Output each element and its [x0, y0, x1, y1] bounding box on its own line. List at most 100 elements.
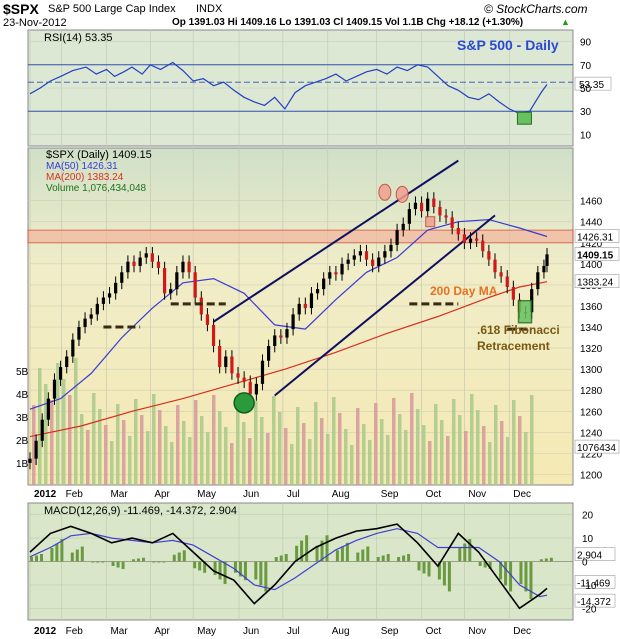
macd-histogram-bar [218, 561, 222, 580]
macd-histogram-bar [544, 558, 548, 562]
macd-histogram-bar [504, 561, 508, 586]
macd-histogram-bar [549, 557, 553, 562]
price-candle [340, 263, 344, 275]
volume-bar [56, 363, 60, 485]
trend-channel [213, 159, 496, 397]
macd-histogram-bar [203, 561, 207, 573]
macd-histogram-bar [243, 561, 247, 581]
price-candle [419, 202, 424, 212]
macd-histogram-bar [40, 554, 43, 562]
price-candle [224, 356, 228, 368]
price-y-tick: 1240 [580, 428, 603, 439]
volume-bar [296, 407, 300, 485]
macd-histogram-bar [335, 550, 339, 562]
price-candle [254, 383, 258, 395]
price-candle [279, 335, 283, 338]
macd-y-tick: 0 [582, 558, 588, 569]
x-tick-label: Nov [468, 489, 486, 500]
macd-x-tick-label: Oct [426, 626, 442, 637]
price-candle [334, 272, 338, 275]
price-y-tick: 1300 [580, 365, 603, 376]
price-candle [163, 268, 167, 294]
volume-bar [110, 441, 114, 485]
volume-tick: 3B [16, 413, 29, 424]
volume-bar [278, 412, 282, 485]
price-candle [132, 261, 136, 266]
volume-bar [374, 403, 378, 485]
volume-bar [422, 425, 426, 485]
rsi-marker-box [516, 111, 532, 125]
macd-y-tick: 20 [582, 511, 594, 522]
volume-bar [38, 368, 42, 485]
volume-bar [260, 417, 264, 485]
volume-bar [482, 426, 486, 485]
x-tick-label: Feb [66, 489, 84, 500]
macd-x-tick-label: Dec [513, 626, 531, 637]
macd-histogram-bar [345, 542, 349, 562]
macd-tag [574, 547, 616, 561]
volume-bar [446, 436, 450, 485]
price-candle [156, 261, 161, 269]
macd-histogram-bar [488, 561, 492, 569]
volume-bar [80, 414, 84, 485]
index-name: S&P 500 Large Cap Index [48, 3, 176, 15]
price-axis-tag-text: 1426.31 [577, 232, 614, 243]
price-candle [358, 251, 362, 256]
macd-histogram-bar [529, 561, 533, 599]
volume-bar [308, 439, 312, 485]
price-candle [193, 272, 197, 298]
resistance-band [27, 229, 574, 244]
volume-bar [380, 419, 384, 485]
macd-histogram-bar [152, 561, 156, 563]
price-candle [481, 240, 485, 252]
price-candle [218, 345, 222, 368]
volume-bar [50, 400, 54, 485]
top-marker-circle [378, 183, 392, 201]
volume-bar [518, 416, 522, 485]
price-candle [315, 289, 320, 294]
price-y-tick: 1460 [580, 197, 603, 208]
price-candle [114, 282, 118, 294]
macd-histogram-bar [300, 540, 304, 562]
macd-histogram-bar [238, 561, 242, 577]
price-candle [426, 198, 430, 212]
macd-histogram-bar [75, 549, 79, 562]
volume-bar [488, 442, 492, 485]
macd-y-tick: -10 [582, 581, 597, 592]
price-candle [267, 345, 271, 361]
macd-histogram-bar [233, 561, 237, 573]
macd-histogram-bar [295, 545, 299, 562]
volume-bar [152, 394, 156, 485]
price-y-tick: 1220 [580, 449, 603, 460]
macd-histogram-bar [55, 543, 59, 562]
price-candle [475, 238, 479, 241]
volume-bar [320, 418, 324, 485]
price-y-tick: 1440 [580, 218, 603, 229]
price-candle [46, 398, 50, 420]
macd-tag-text: 2.904 [577, 551, 602, 562]
fib-marker-box [517, 299, 533, 324]
macd-x-tick-label: Jul [287, 626, 300, 637]
macd-histogram-bar [213, 561, 217, 575]
volume-bar [440, 420, 444, 485]
moving-averages [29, 218, 548, 438]
price-y-tick: 1420 [580, 239, 603, 250]
annotation-retracement: Retracement [477, 339, 550, 353]
price-candle [383, 251, 387, 258]
rsi-line-group: 53.35 [28, 61, 612, 125]
macd-histogram-bar [402, 555, 406, 562]
volume-bar [68, 395, 72, 485]
volume-bar [146, 431, 150, 485]
macd-histogram-bar [447, 561, 451, 592]
volume-bar [86, 430, 90, 485]
volume-bar [512, 400, 516, 485]
macd-histogram-bar [397, 557, 401, 562]
macd-histogram-bar [193, 561, 197, 569]
macd-histogram-bar [422, 561, 426, 574]
symbol-title: $SPX [3, 1, 39, 17]
price-candle [101, 297, 106, 304]
volume-bar [236, 406, 240, 485]
ma50-line [29, 218, 548, 410]
volume-bar [464, 431, 468, 485]
